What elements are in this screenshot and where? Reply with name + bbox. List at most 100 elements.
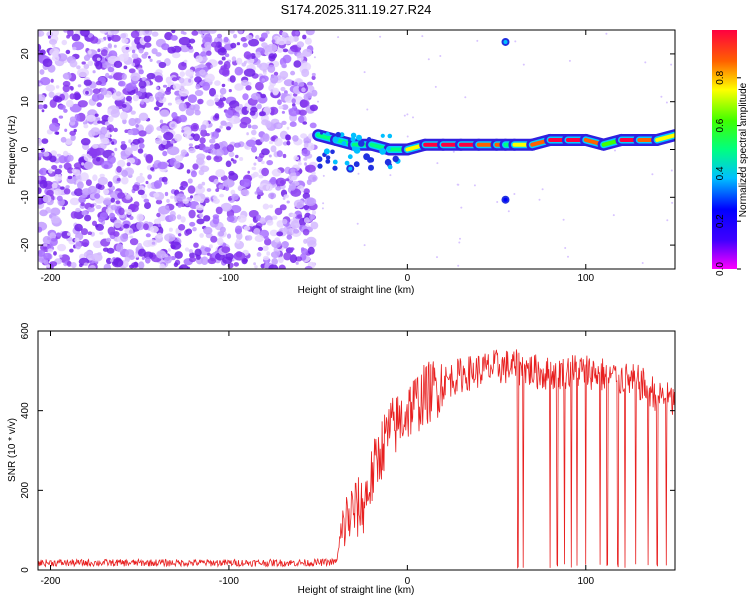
noise-speckle	[226, 126, 231, 131]
noise-speckle	[363, 71, 366, 74]
noise-speckle	[235, 106, 241, 112]
noise-speckle	[190, 122, 199, 132]
noise-speckle	[138, 80, 147, 89]
noise-speckle	[243, 225, 251, 231]
noise-speckle	[217, 47, 227, 56]
noise-speckle	[172, 52, 181, 59]
noise-speckle	[49, 261, 58, 267]
noise-speckle	[41, 109, 45, 113]
x-tick-label: 100	[577, 576, 594, 587]
noise-speckle	[204, 73, 215, 83]
colorbar-tick-label: 0.4	[715, 166, 726, 180]
noise-speckle	[188, 38, 196, 44]
noise-speckle	[286, 200, 290, 204]
noise-speckle	[189, 256, 197, 263]
noise-speckle	[144, 30, 150, 34]
noise-speckle	[179, 71, 185, 77]
noise-speckle	[261, 167, 269, 177]
noise-speckle	[236, 57, 243, 65]
noise-speckle	[297, 214, 303, 219]
noise-speckle	[183, 59, 188, 64]
noise-speckle	[85, 179, 92, 187]
noise-speckle	[194, 145, 200, 150]
noise-speckle	[143, 35, 152, 43]
noise-speckle	[67, 232, 71, 236]
noise-speckle	[293, 81, 298, 87]
noise-speckle	[228, 115, 241, 125]
noise-speckle	[178, 88, 190, 97]
noise-speckle	[38, 187, 42, 195]
noise-speckle	[296, 41, 305, 48]
noise-speckle	[170, 35, 178, 41]
noise-speckle	[268, 140, 274, 145]
noise-speckle	[286, 234, 293, 240]
noise-speckle	[89, 203, 95, 208]
noise-speckle	[406, 113, 409, 116]
chart-title: S174.2025.311.19.27.R24	[281, 2, 432, 17]
noise-speckle	[218, 101, 225, 108]
noise-speckle	[178, 36, 191, 46]
noise-speckle	[210, 64, 214, 69]
noise-speckle	[292, 135, 299, 142]
noise-speckle	[239, 121, 248, 129]
noise-speckle	[282, 218, 288, 225]
noise-speckle	[305, 30, 315, 36]
noise-speckle	[403, 114, 406, 117]
noise-speckle	[39, 179, 48, 189]
noise-speckle	[522, 63, 525, 66]
colorbar-tick-label: 0.0	[715, 262, 726, 276]
noise-speckle	[58, 115, 64, 119]
noise-speckle	[107, 181, 113, 188]
noise-speckle	[253, 228, 261, 235]
noise-speckle	[147, 174, 152, 180]
noise-speckle	[131, 53, 139, 59]
noise-speckle	[275, 177, 287, 187]
noise-speckle	[291, 98, 296, 104]
noise-speckle	[107, 36, 112, 42]
noise-speckle	[183, 126, 191, 135]
noise-speckle	[200, 256, 209, 266]
noise-speckle	[293, 60, 302, 68]
noise-speckle	[103, 263, 111, 269]
noise-speckle	[61, 39, 68, 46]
noise-speckle	[170, 195, 175, 199]
noise-speckle	[178, 114, 188, 123]
noise-speckle	[208, 244, 213, 249]
noise-speckle	[240, 189, 250, 196]
band-blob	[335, 131, 341, 138]
noise-speckle	[159, 109, 170, 118]
noise-speckle	[214, 113, 220, 119]
noise-speckle	[94, 113, 99, 117]
noise-speckle	[144, 201, 151, 210]
noise-speckle	[66, 261, 72, 267]
noise-speckle	[305, 236, 317, 245]
noise-speckle	[436, 162, 439, 165]
noise-speckle	[286, 228, 293, 236]
band-blob	[347, 139, 351, 143]
noise-speckle	[670, 169, 673, 172]
noise-speckle	[282, 48, 289, 53]
noise-speckle	[298, 109, 307, 116]
noise-speckle	[275, 186, 282, 191]
band-core	[655, 133, 675, 142]
noise-speckle	[107, 66, 115, 73]
noise-speckle	[210, 235, 218, 243]
noise-speckle	[245, 85, 252, 91]
noise-speckle	[177, 203, 182, 208]
noise-speckle	[113, 231, 120, 237]
noise-speckle	[281, 120, 287, 125]
noise-speckle	[200, 165, 210, 173]
noise-speckle	[196, 153, 206, 161]
noise-speckle	[180, 216, 186, 223]
noise-speckle	[106, 247, 115, 254]
noise-speckle	[95, 80, 102, 86]
noise-speckle	[223, 64, 228, 68]
noise-speckle	[141, 256, 145, 260]
noise-speckle	[126, 209, 133, 215]
noise-speckle	[97, 48, 101, 53]
noise-speckle	[164, 191, 169, 197]
noise-speckle	[116, 166, 122, 173]
noise-speckle	[148, 55, 151, 59]
noise-speckle	[268, 192, 277, 199]
noise-speckle	[186, 169, 191, 174]
